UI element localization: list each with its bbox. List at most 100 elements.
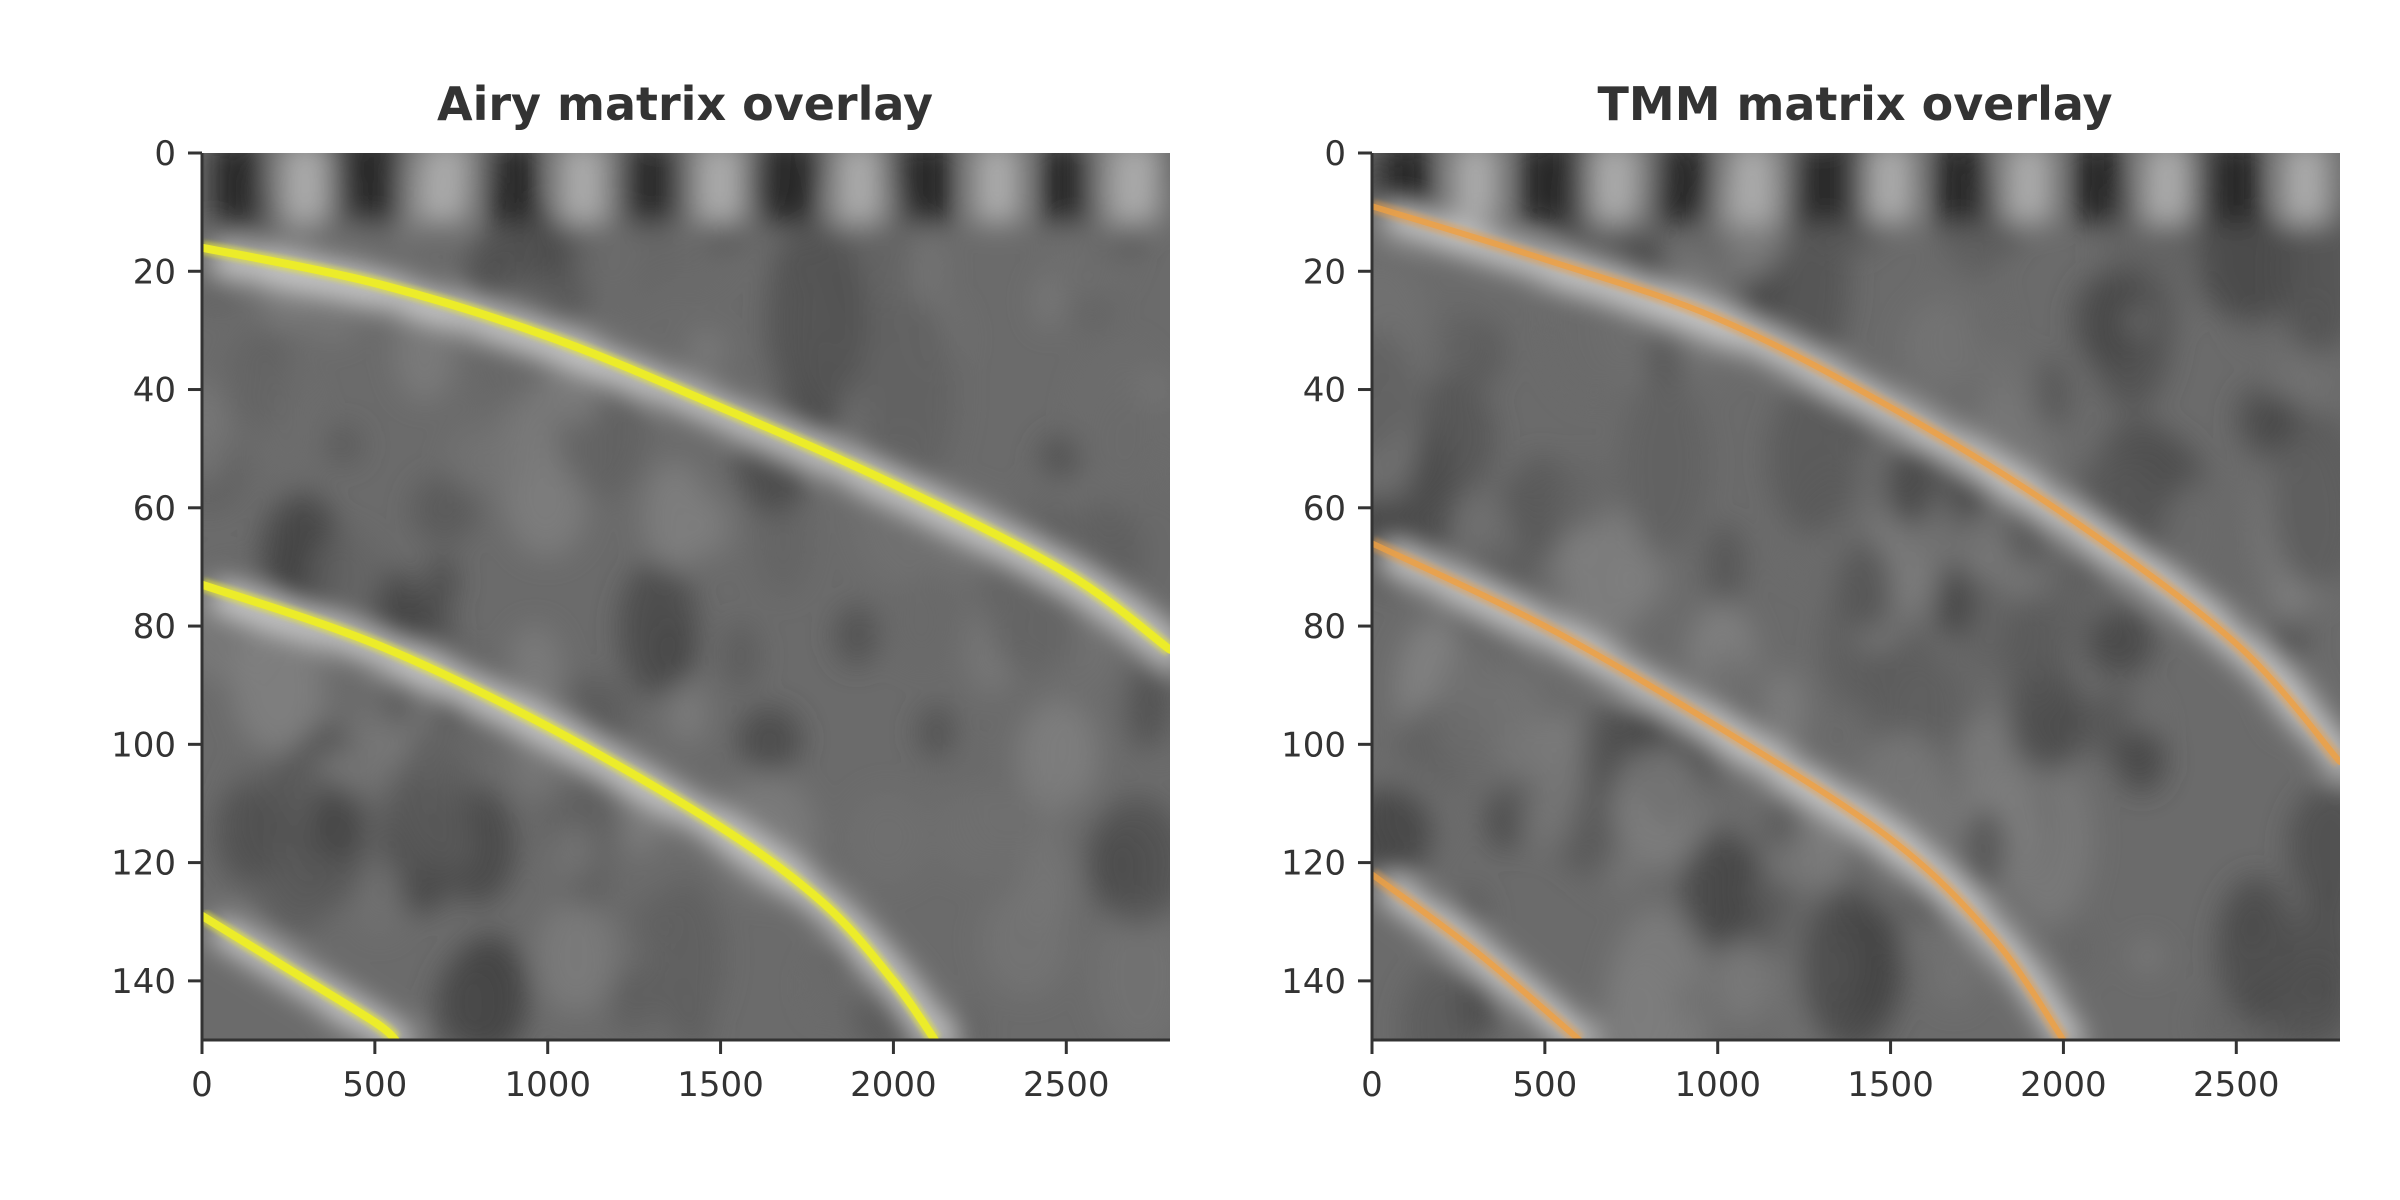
heatmap-cell bbox=[394, 304, 455, 402]
y-tick-label: 120 bbox=[111, 844, 176, 884]
heatmap-cell bbox=[737, 706, 803, 772]
overlay-curves-tmm bbox=[1372, 199, 2340, 1040]
heatmap-stripe bbox=[1111, 153, 1160, 223]
y-tick-label: 20 bbox=[1303, 252, 1346, 292]
heatmap-cell bbox=[845, 790, 930, 886]
heatmap-cell bbox=[980, 886, 1070, 997]
heatmap-cell bbox=[214, 782, 280, 884]
heatmap-cell bbox=[354, 859, 405, 937]
heatmap-cell bbox=[933, 781, 1023, 879]
heatmap-cell bbox=[1372, 332, 1416, 456]
heatmap-cell bbox=[2116, 728, 2167, 793]
heatmap-cell bbox=[2287, 784, 2340, 909]
heatmap-cell bbox=[1609, 965, 1644, 1027]
heatmap-cell bbox=[396, 723, 473, 864]
heatmap-cell bbox=[1038, 433, 1086, 484]
heatmap-cell bbox=[1092, 898, 1170, 1040]
heatmap-cell bbox=[1884, 458, 1931, 525]
heatmap-cell bbox=[231, 623, 324, 753]
y-tick-label: 0 bbox=[1324, 134, 1346, 174]
heatmap-cell bbox=[1523, 786, 1576, 851]
heatmap-cell bbox=[1705, 524, 1746, 605]
heatmap-cell bbox=[807, 954, 843, 1018]
heatmap-cell bbox=[1401, 964, 1478, 1040]
heatmap-stripe bbox=[765, 153, 814, 223]
heatmap-cell bbox=[1558, 504, 1648, 646]
y-tick-label: 80 bbox=[1303, 607, 1346, 647]
x-tick-label: 2500 bbox=[1023, 1065, 1110, 1105]
heatmap-stripe bbox=[2281, 153, 2330, 223]
x-tick-label: 2000 bbox=[850, 1065, 937, 1105]
heatmap-cell bbox=[1506, 455, 1577, 557]
overlay-curve bbox=[202, 243, 1170, 654]
heatmap-cell bbox=[2072, 273, 2140, 366]
heatmap-cell bbox=[1759, 795, 1801, 850]
overlay-curve bbox=[1372, 871, 1583, 1040]
heatmap-stripe bbox=[834, 153, 883, 223]
heatmap-cell bbox=[1959, 806, 2010, 891]
x-tick-label: 2000 bbox=[2020, 1065, 2107, 1105]
heatmap-cell bbox=[2132, 939, 2162, 973]
heatmap-stripe bbox=[2212, 153, 2261, 223]
heatmap-cell bbox=[721, 621, 760, 691]
heatmap-cell bbox=[852, 293, 956, 498]
heatmap-cell bbox=[1642, 328, 1683, 390]
heatmap-cell bbox=[516, 755, 547, 787]
heatmap-cell bbox=[202, 381, 230, 485]
heatmap-cell bbox=[754, 488, 812, 597]
heatmap-stripe bbox=[350, 153, 399, 223]
x-tick-label: 1000 bbox=[504, 1065, 591, 1105]
heatmap-cell bbox=[1560, 458, 1614, 532]
heatmap-cell bbox=[346, 717, 398, 785]
heatmap-cell bbox=[836, 955, 879, 999]
heatmap-cell bbox=[766, 223, 868, 417]
heatmap-stripe bbox=[1935, 153, 1984, 223]
heatmap-cell bbox=[307, 529, 385, 623]
heatmap-cell bbox=[2235, 903, 2267, 949]
heatmap-stripe bbox=[558, 153, 607, 223]
heatmap-cell bbox=[610, 967, 654, 1034]
heatmap-cell bbox=[326, 424, 363, 466]
heatmap-stripe bbox=[696, 153, 745, 223]
heatmap-cell bbox=[1137, 367, 1170, 409]
x-tick-label: 2500 bbox=[2193, 1065, 2280, 1105]
heatmap-cell bbox=[1458, 971, 1499, 1039]
heatmap-cell bbox=[1800, 885, 1903, 1040]
heatmap-cell bbox=[917, 704, 956, 760]
y-tick-label: 100 bbox=[111, 725, 176, 765]
y-tick-label: 140 bbox=[1281, 962, 1346, 1002]
heatmap-cell bbox=[688, 329, 725, 374]
heatmap-cell bbox=[1717, 928, 1768, 1027]
heatmap-stripe bbox=[1042, 153, 1091, 223]
heatmap-stripe bbox=[2074, 153, 2122, 223]
x-tick-label: 1500 bbox=[677, 1065, 764, 1105]
x-tick-label: 1000 bbox=[1674, 1065, 1761, 1105]
heatmap-cell bbox=[2002, 598, 2070, 710]
heatmap-cell bbox=[310, 785, 365, 855]
overlay-curves-airy bbox=[202, 240, 1170, 1040]
x-tick-label: 500 bbox=[342, 1065, 407, 1105]
heatmap-cell bbox=[2215, 875, 2298, 1021]
heatmap-cell bbox=[449, 425, 495, 494]
heatmap-cell bbox=[1125, 659, 1170, 751]
y-tick-label: 80 bbox=[133, 607, 176, 647]
heatmap-cell bbox=[1034, 273, 1063, 330]
heatmap-cell bbox=[508, 625, 562, 710]
heatmap-cell bbox=[1590, 844, 1621, 892]
heatmap-cell bbox=[1621, 376, 1709, 552]
axes-tmm: 0 500 1000 1500 2000 2500 0 20 40 60 80 100 120 140 bbox=[1281, 134, 2340, 1105]
heatmap-cell bbox=[1931, 941, 1977, 1007]
heatmap-cell bbox=[2060, 920, 2094, 979]
heatmap-stripe bbox=[1520, 153, 1569, 223]
heatmap-stripe bbox=[2004, 153, 2053, 223]
x-tick-label: 500 bbox=[1512, 1065, 1577, 1105]
heatmap-cell bbox=[1073, 341, 1169, 504]
heatmap-cell bbox=[833, 603, 880, 667]
heatmap-cell bbox=[1902, 299, 1975, 394]
heatmap-cell bbox=[1763, 669, 1806, 752]
heatmap-cell bbox=[380, 676, 418, 730]
heatmap-cell bbox=[2032, 358, 2072, 431]
heatmap-cell bbox=[425, 554, 459, 609]
heatmap-cell bbox=[411, 475, 478, 544]
